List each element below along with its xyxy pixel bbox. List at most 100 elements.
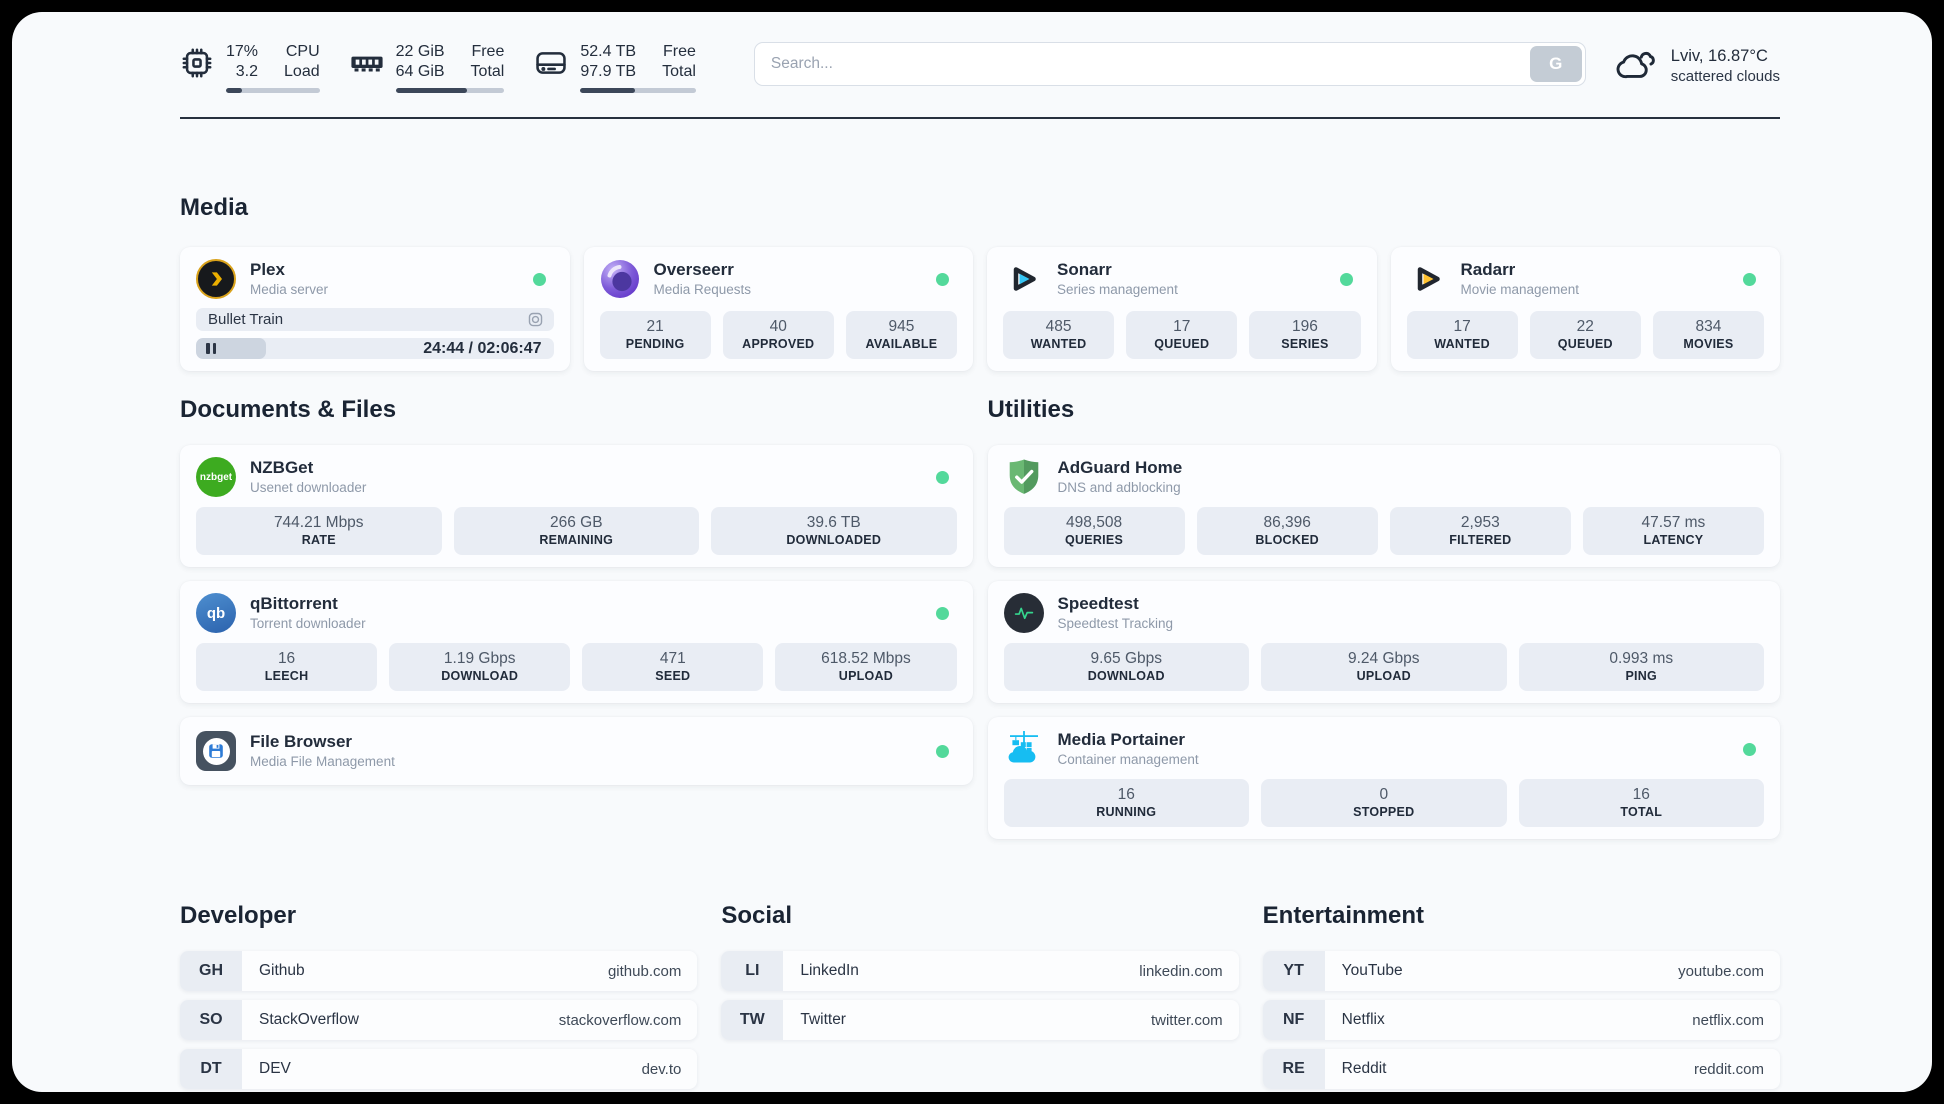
app-card-filebrowser[interactable]: File Browser Media File Management: [180, 717, 973, 785]
ram-icon: [350, 46, 384, 93]
header-divider: [180, 117, 1780, 119]
cpu-icon: [180, 46, 214, 93]
qbittorrent-icon: qb: [196, 593, 236, 633]
cpu-values: 17% 3.2: [226, 42, 258, 82]
header-bar: 17% 3.2 CPU Load: [180, 42, 1780, 93]
bookmark-url: stackoverflow.com: [558, 1011, 682, 1029]
bookmark-name: LinkedIn: [800, 962, 859, 979]
bookmark-twitter[interactable]: TW Twitter twitter.com: [721, 1000, 1239, 1040]
stat-download: 9.65 Gbps DOWNLOAD: [1003, 643, 1249, 691]
disk-metric: 52.4 TB 97.9 TB Free Total: [534, 42, 696, 93]
stat-approved: 40 APPROVED: [722, 311, 834, 359]
status-dot: [935, 606, 949, 620]
now-playing-title: Bullet Train: [208, 311, 284, 329]
stat-stopped: 0 STOPPED: [1261, 779, 1507, 827]
cpu-load-value: 3.2: [235, 63, 259, 80]
bookmark-dev[interactable]: DT DEV dev.to: [180, 1049, 698, 1089]
app-card-overseerr[interactable]: Overseerr Media Requests 21 PENDING 40 A…: [583, 247, 973, 371]
section-title-utilities: Utilities: [987, 396, 1075, 423]
app-name: NZBGet: [250, 458, 314, 477]
overseerr-icon: [600, 259, 640, 299]
ram-usage-bar: [395, 88, 505, 93]
stat-remaining: 266 GB REMAINING: [453, 507, 699, 555]
app-description: Speedtest Tracking: [1057, 616, 1174, 631]
bookmark-name: YouTube: [1341, 962, 1403, 979]
cpu-usage-bar: [226, 88, 320, 93]
bookmark-name: Twitter: [800, 1011, 846, 1028]
app-card-portainer[interactable]: Media Portainer Container management 16 …: [987, 717, 1780, 839]
app-name: Overseerr: [653, 260, 734, 279]
disk-values: 52.4 TB 97.9 TB: [580, 42, 636, 82]
search-engine-button[interactable]: G: [1529, 46, 1582, 82]
search-input[interactable]: [753, 42, 1586, 86]
status-dot: [935, 744, 949, 758]
ram-values: 22 GiB 64 GiB: [396, 42, 445, 82]
developer-column: Developer GH Github github.com SO StackO…: [180, 901, 698, 1092]
weather-location-temp: Lviv, 16.87°C: [1670, 47, 1768, 65]
documents-column: Documents & Files nzbget NZBGet Usenet d…: [180, 395, 973, 853]
pause-icon: [206, 343, 216, 355]
bookmark-url: youtube.com: [1678, 962, 1764, 980]
bookmark-name: Netflix: [1341, 1011, 1385, 1028]
status-dot: [935, 470, 949, 484]
radarr-icon: [1407, 259, 1447, 299]
bookmark-abbr: YT: [1262, 951, 1325, 991]
bookmark-abbr: RE: [1262, 1049, 1325, 1089]
stat-leech: 16 LEECH: [196, 643, 378, 691]
social-column: Social LI LinkedIn linkedin.com TW Twitt…: [721, 901, 1239, 1092]
speedtest-icon: [1003, 593, 1044, 633]
media-card-row: Plex Media server Bullet Train 24:44 / 0…: [180, 247, 1780, 371]
app-description: Torrent downloader: [250, 616, 366, 631]
dashboard-page: 17% 3.2 CPU Load: [12, 12, 1932, 1092]
bookmark-netflix[interactable]: NF Netflix netflix.com: [1262, 1000, 1780, 1040]
bookmark-abbr: NF: [1262, 1000, 1325, 1040]
app-card-qbittorrent[interactable]: qb qBittorrent Torrent downloader 16 LEE…: [180, 581, 973, 703]
app-card-nzbget[interactable]: nzbget NZBGet Usenet downloader 744.21 M…: [180, 445, 973, 567]
app-description: Media File Management: [250, 754, 395, 769]
cpu-metric: 17% 3.2 CPU Load: [180, 42, 320, 93]
app-card-radarr[interactable]: Radarr Movie management 17 WANTED 22 QUE…: [1390, 247, 1780, 371]
app-name: Sonarr: [1057, 260, 1112, 279]
app-card-adguard[interactable]: AdGuard Home DNS and adblocking 498,508 …: [987, 445, 1780, 567]
bookmark-youtube[interactable]: YT YouTube youtube.com: [1262, 951, 1780, 991]
stat-movies: 834 MOVIES: [1652, 311, 1765, 359]
cloud-icon: [1614, 44, 1658, 89]
bookmark-github[interactable]: GH Github github.com: [180, 951, 698, 991]
stat-queued: 17 QUEUED: [1126, 311, 1238, 359]
stat-seed: 471 SEED: [582, 643, 764, 691]
section-title-media: Media: [180, 194, 249, 221]
search-bar: G: [753, 42, 1586, 86]
section-title-documents: Documents & Files: [180, 396, 397, 423]
now-playing-item: Bullet Train: [196, 308, 554, 332]
stat-series: 196 SERIES: [1249, 311, 1361, 359]
stat-queued: 22 QUEUED: [1529, 311, 1641, 359]
bookmark-stackoverflow[interactable]: SO StackOverflow stackoverflow.com: [180, 1000, 698, 1040]
bookmark-linkedin[interactable]: LI LinkedIn linkedin.com: [721, 951, 1239, 991]
status-dot: [936, 272, 949, 286]
app-description: Movie management: [1460, 282, 1580, 297]
entertainment-column: Entertainment YT YouTube youtube.com NF …: [1262, 901, 1780, 1092]
app-description: Media server: [250, 282, 329, 297]
status-dot: [1743, 742, 1756, 756]
app-description: Container management: [1057, 752, 1199, 767]
bookmark-abbr: GH: [180, 951, 242, 991]
filebrowser-icon: [196, 731, 236, 771]
bookmark-name: Reddit: [1341, 1060, 1387, 1077]
cpu-labels: CPU Load: [284, 43, 320, 80]
plex-icon: [196, 259, 236, 299]
app-card-speedtest[interactable]: Speedtest Speedtest Tracking 9.65 Gbps D…: [987, 581, 1780, 703]
playback-progress-bar: 24:44 / 02:06:47: [196, 338, 554, 359]
sonarr-icon: [1003, 259, 1043, 299]
stat-upload: 618.52 Mbps UPLOAD: [775, 643, 957, 691]
weather-widget: Lviv, 16.87°C scattered clouds: [1614, 44, 1780, 89]
stat-ping: 0.993 ms PING: [1518, 643, 1764, 691]
app-card-sonarr[interactable]: Sonarr Series management 485 WANTED 17 Q…: [987, 247, 1377, 371]
app-description: Series management: [1057, 282, 1178, 297]
ram-total-value: 64 GiB: [395, 63, 445, 80]
app-name: Media Portainer: [1057, 730, 1186, 749]
bookmark-abbr: DT: [180, 1049, 242, 1089]
app-name: Radarr: [1460, 260, 1516, 279]
app-card-plex[interactable]: Plex Media server Bullet Train 24:44 / 0…: [180, 247, 570, 371]
app-name: File Browser: [250, 732, 353, 751]
bookmark-reddit[interactable]: RE Reddit reddit.com: [1262, 1049, 1780, 1089]
